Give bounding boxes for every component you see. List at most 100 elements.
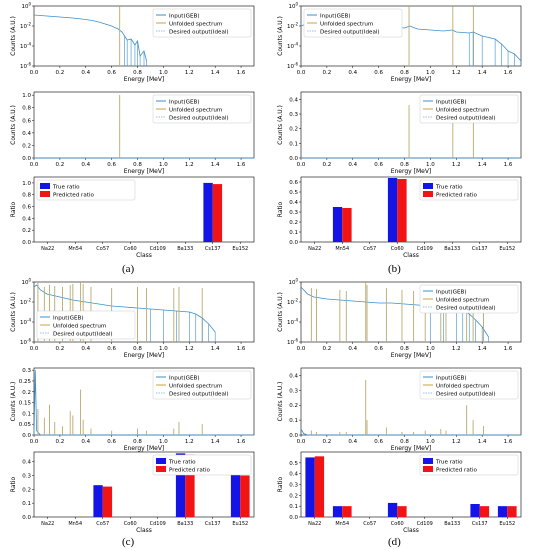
panel-b-spectrum-log: 0.0 0.2 0.4 0.6 0.8 1.0 1.2 1.4 1.6 Energy [MeV] 1… <box>277 2 522 83</box>
panel-b-spectrum-log-xtick-label-2: 0.4 <box>348 70 357 76</box>
panel-b-spectrum-linear-xtick-label-6: 1.2 <box>452 162 461 168</box>
panel-c-spectrum-log-xtick-label-7: 1.4 <box>211 346 220 352</box>
panel-a-spectrum-log-legend-label-0: Input(GEB) <box>169 13 200 19</box>
panel-d-ratio-ytick-label-1: 0.1 <box>289 504 298 510</box>
panel-a-spectrum-log-ylabel: Counts (A.U.) <box>10 16 17 56</box>
panel-c-spectrum-log-xtick-label-6: 1.2 <box>185 346 194 352</box>
panel-b-spectrum-linear-xtick-label-3: 0.6 <box>374 162 383 168</box>
panel-b-ratio-xtick-label-2: Co57 <box>363 246 376 252</box>
panel-a-spectrum-linear-xtick-label-1: 0.2 <box>56 162 65 168</box>
panel-a-spectrum-linear-ytick-label-1: 0.2 <box>22 143 31 149</box>
panel-d-spectrum-log-xtick-label-4: 0.8 <box>400 346 409 352</box>
panel-c-ratio-xlabel: Class <box>136 527 152 534</box>
panel-b-spectrum-linear-ylabel: Counts (A.U.) <box>277 105 284 145</box>
panel-c-ratio-pred-bar-Eu152 <box>240 475 250 517</box>
panel-a-spectrum-linear-ytick-label-2: 0.4 <box>22 131 31 137</box>
panel-d-spectrum-log-legend: Input(GEB) Unfolded spectrum Desired outpu… <box>419 284 519 314</box>
panel-d-spectrum-log-xtick-label-2: 0.4 <box>348 346 357 352</box>
panel-c-spectrum-log-xtick-label-5: 1.0 <box>159 346 168 352</box>
panel-d-spectrum-linear-legend-label-0: Input(GEB) <box>436 375 467 381</box>
panel-a-spectrum-log-xtick-label-3: 0.6 <box>107 70 116 76</box>
panel-a-ratio-xtick-label-1: Mn54 <box>68 246 82 252</box>
panel-c-spectrum-linear-xtick-label-2: 0.4 <box>81 439 90 445</box>
panel-a-ratio-ytick-label-3: 0.6 <box>22 205 31 211</box>
panel-b-ratio-xtick-label-1: Mn54 <box>335 246 349 252</box>
panel-d-spectrum-log-ytick-exp-3: -6 <box>294 338 298 343</box>
panel-c-spectrum-linear-ytick-label-4: 0.2 <box>22 390 31 396</box>
panel-c-spectrum-log-ytick-base-2: 10 <box>20 320 27 326</box>
panel-c-spectrum-linear-xtick-label-0: 0.0 <box>30 439 39 445</box>
panel-a-ratio-legend-swatch-0 <box>40 183 50 189</box>
panel-a-spectrum-linear-legend-label-2: Desired output(Ideal) <box>169 115 229 121</box>
panel-b-spectrum-linear-ytick-label-1: 0.1 <box>289 141 298 147</box>
panel-d-spectrum-log-legend-label-2: Desired output(Ideal) <box>436 305 496 311</box>
panel-d-spectrum-linear-legend-label-1: Unfolded spectrum <box>436 383 489 389</box>
panel-d-ratio-xtick-label-7: Eu152 <box>499 521 515 527</box>
panel-a-spectrum-log-xtick-label-5: 1.0 <box>159 70 168 76</box>
panel-b-ratio-true-bar-Co60 <box>387 178 398 242</box>
panel-d-spectrum-linear-xtick-label-8: 1.6 <box>504 439 513 445</box>
panel-c-spectrum-log-ytick-label-3: 10-6 <box>20 338 31 347</box>
panel-c-spectrum-log-xtick-label-3: 0.6 <box>107 346 116 352</box>
panel-b-ratio: 0.0 0.1 0.2 0.3 0.4 0.5 0.6 Ratio Na22 Mn54 Co57 Co… <box>277 176 522 259</box>
panel-b-ratio-xtick-label-6: Cs137 <box>472 246 488 252</box>
panel-b-spectrum-log-ytick-exp-1: -2 <box>294 22 298 27</box>
panel-a-ratio-ylabel: Ratio <box>10 201 17 217</box>
caption-d: (d) <box>388 536 401 548</box>
panel-d-spectrum-log-ytick-exp-0: 0 <box>295 278 298 283</box>
panel-b-ratio-legend-swatch-1 <box>423 191 433 197</box>
panel-d-ratio-true-bar-Eu152 <box>497 506 508 517</box>
panel-d-spectrum-log-frame <box>300 281 522 343</box>
panel-b-spectrum-linear-xtick-label-7: 1.4 <box>478 162 487 168</box>
panel-d-ratio-pred-bar-Eu152 <box>507 506 517 517</box>
panel-b-spectrum-linear-xtick-label-0: 0.0 <box>297 162 306 168</box>
panel-c-spectrum-log-legend-label-1: Unfolded spectrum <box>53 323 106 329</box>
panel-d-ratio-legend-swatch-0 <box>423 458 433 464</box>
panel-a-ratio-frame <box>33 176 255 243</box>
panel-c-spectrum-log-ytick-label-1: 10-2 <box>20 298 31 307</box>
panel-a-spectrum-linear-legend-label-0: Input(GEB) <box>169 99 200 105</box>
panel-b-ratio-legend-box <box>419 179 519 201</box>
panel-d-spectrum-linear-xlabel: Energy [MeV] <box>391 445 432 452</box>
panel-b-spectrum-linear-legend-label-2: Desired output(Ideal) <box>436 115 496 121</box>
caption-a: (a) <box>122 263 135 275</box>
panel-a-spectrum-log-ytick-exp-3: -6 <box>27 62 31 67</box>
panel-d-ratio-true-bar-Co60 <box>387 502 398 517</box>
panel-a-spectrum-linear-legend-box <box>152 94 252 124</box>
panel-a-spectrum-log-xtick-label-6: 1.2 <box>185 70 194 76</box>
panel-d-ratio-ytick-label-4: 0.4 <box>289 472 298 478</box>
panel-c-ratio-frame <box>33 451 255 518</box>
panel-c-spectrum-log-ytick-label-2: 10-4 <box>20 318 31 327</box>
panel-b-spectrum-log-ytick-base-3: 10 <box>287 64 294 70</box>
panel-c-spectrum-linear-legend-box <box>152 370 252 400</box>
panel-b-ratio-xtick-label-5: Ba133 <box>444 246 460 252</box>
panel-d-spectrum-log-ytick-label-3: 10-6 <box>287 338 298 347</box>
panel-b-ratio-ytick-label-1: 0.1 <box>289 230 298 236</box>
panel-d-spectrum-log-ytick-label-1: 10-2 <box>287 298 298 307</box>
panel-a-spectrum-log-ytick-label-3: 10-6 <box>20 62 31 71</box>
panel-d-spectrum-linear-xtick-label-2: 0.4 <box>348 439 357 445</box>
panel-d-ratio-legend-box <box>419 454 519 476</box>
panel-b-spectrum-log-ytick-base-2: 10 <box>287 44 294 50</box>
panel-c-spectrum-log-ytick-exp-2: -4 <box>27 318 31 323</box>
panel-c-ratio: 0.0 0.1 0.2 0.3 0.4 Ratio Na22 Mn54 Co57 Co60 Cd10… <box>10 451 255 534</box>
panel-b-spectrum-linear: 0.0 0.2 0.4 0.6 0.8 1.0 1.2 1.4 1.6 Energy [MeV] 0… <box>277 91 522 175</box>
panel-c-spectrum-linear-xtick-label-8: 1.6 <box>237 439 246 445</box>
panel-a-spectrum-linear-xtick-label-4: 0.8 <box>133 162 142 168</box>
panel-a-spectrum-linear-xtick-label-2: 0.4 <box>81 162 90 168</box>
panel-b-spectrum-log-ytick-exp-2: -4 <box>294 42 298 47</box>
panel-d-spectrum-log-ytick-base-2: 10 <box>287 320 294 326</box>
panel-c-spectrum-linear-xtick-label-1: 0.2 <box>56 439 65 445</box>
panel-a-spectrum-log-ytick-exp-1: -2 <box>27 22 31 27</box>
panel-c-spectrum-log-xlabel: Energy [MeV] <box>124 352 165 359</box>
panel-c-ratio-xtick-label-1: Mn54 <box>68 521 82 527</box>
panel-d-ratio-legend-swatch-1 <box>423 466 433 472</box>
panel-b-ratio-legend-label-1: Predicted ratio <box>436 192 478 198</box>
panel-b-spectrum-log-ytick-label-1: 10-2 <box>287 22 298 31</box>
panel-c-ratio-true-bar-Ba133 <box>175 453 186 517</box>
panel-d-ratio-xtick-label-6: Cs137 <box>472 521 488 527</box>
panel-b-spectrum-log-ytick-base-0: 10 <box>288 4 295 10</box>
panel-b-spectrum-log-xtick-label-4: 0.8 <box>400 70 409 76</box>
